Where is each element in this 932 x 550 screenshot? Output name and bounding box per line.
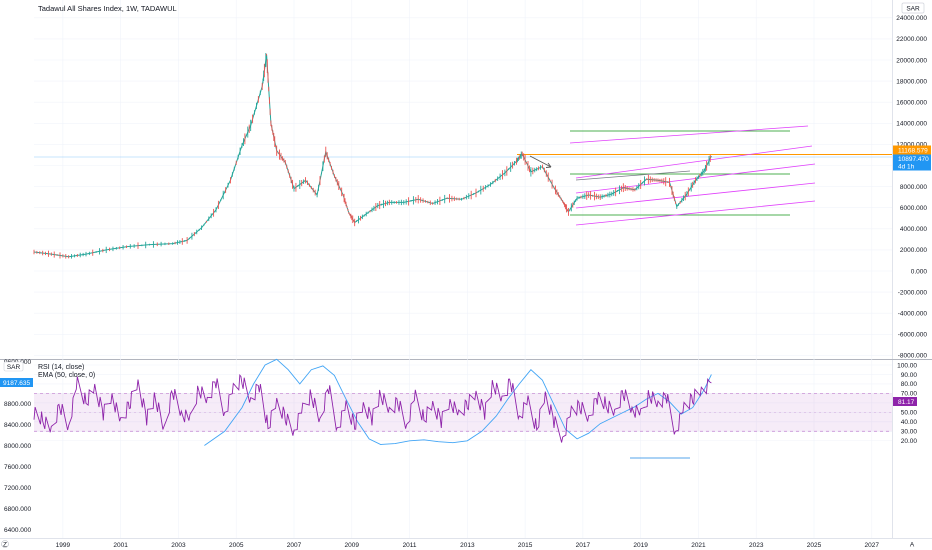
price-tick-label: 8000.000	[900, 184, 927, 191]
rsi-tick-label: 80.00	[901, 381, 918, 388]
time-tick-label: 2021	[691, 542, 706, 549]
timezone-icon[interactable]	[1, 540, 9, 548]
rsi-left-tag-value: 9187.635	[3, 380, 30, 387]
rsi-value-tag	[893, 397, 917, 406]
rsi-left-tick-label: 8400.000	[4, 422, 31, 429]
rsi-axis-left: 8800.000 8400.000 8000.000 7600.000 7200.000…	[4, 401, 31, 534]
rsi-tick-label: 70.00	[901, 391, 918, 398]
price-tick-label: 14000.000	[896, 121, 927, 128]
rsi-left-tick-label: 6400.000	[4, 527, 31, 534]
price-tick-label: 18000.000	[896, 78, 927, 85]
time-tick-label: 2001	[113, 542, 128, 549]
gray-trend-line[interactable]	[575, 170, 691, 181]
rsi-grid	[34, 364, 892, 442]
price-tick-label: 20000.000	[896, 57, 927, 64]
time-tick-label: 2015	[518, 542, 533, 549]
price-tick-label: -8000.000	[898, 353, 928, 360]
time-tick-label: 2011	[403, 542, 417, 549]
price-tick-label: -4000.000	[898, 311, 928, 318]
currency-badge-bottom[interactable]	[3, 361, 24, 372]
time-tick-label: 2017	[576, 542, 591, 549]
rsi-tick-label: 100.00	[897, 362, 917, 369]
channel-line-1[interactable]	[569, 125, 809, 144]
rsi-series[interactable]	[33, 373, 712, 443]
rsi-legend-line1[interactable]: RSI (14, close)	[38, 364, 84, 371]
time-tick-label: 2025	[807, 542, 822, 549]
rsi-left-tick-label: 7600.000	[4, 464, 31, 471]
rsi-left-tick-label: 8000.000	[4, 443, 31, 450]
channel-line-2[interactable]	[575, 145, 813, 179]
rsi-left-tick-label: 7200.000	[4, 485, 31, 492]
rsi-tick-label: 20.00	[901, 438, 918, 445]
rsi-tick-label: 30.00	[901, 429, 918, 436]
rsi-value: 81.17	[898, 399, 915, 406]
time-tick-label: 2019	[633, 542, 648, 549]
price-candles	[33, 53, 711, 259]
rsi-left-tick-label: 6800.000	[4, 506, 31, 513]
rsi-legend-line2[interactable]: EMA (50, close, 0)	[38, 372, 95, 379]
price-tick-label: 24000.000	[896, 15, 927, 22]
rsi-left-tick-label: 8800.000	[4, 401, 31, 408]
arrow-head-icon	[545, 162, 552, 168]
price-tick-label: 2000.000	[900, 247, 927, 254]
chart-title: Tadawul All Shares Index, 1W, TADAWUL	[38, 4, 177, 13]
time-tick-label: 2003	[171, 542, 186, 549]
channel-line-4[interactable]	[575, 182, 816, 209]
time-tick-label: 2009	[345, 542, 360, 549]
currency-badge-top[interactable]	[901, 2, 925, 14]
orange-level-tag	[893, 145, 931, 155]
price-tick-label: 22000.000	[896, 36, 927, 43]
price-tick-label: 12000.000	[896, 142, 927, 149]
price-tick-label: 0.000	[911, 268, 928, 275]
arrow-line[interactable]	[529, 155, 552, 168]
rsi-left-tag	[0, 378, 33, 387]
rsi-tick-label: 90.00	[901, 372, 918, 379]
rsi-tick-label: 40.00	[901, 419, 918, 426]
time-axis[interactable]: 1999 2001 2003 2005 2007 2009 2011 2013 2015 2017…	[56, 542, 880, 549]
rsi-tick-label: 50.00	[901, 410, 918, 417]
auto-scale-label[interactable]: A	[910, 542, 915, 549]
price-tick-label: -2000.000	[898, 289, 928, 296]
main-grid	[34, 0, 892, 538]
time-tick-label: 1999	[56, 542, 71, 549]
price-tick-label: 16000.000	[896, 100, 927, 107]
price-tick-label: -6000.000	[898, 332, 928, 339]
last-price-tag	[893, 154, 931, 171]
time-tick-label: 2013	[460, 542, 475, 549]
time-tick-label: 2007	[287, 542, 302, 549]
time-tick-label: 2027	[865, 542, 880, 549]
countdown-value: 4d 1h	[898, 164, 915, 171]
channel-line-5[interactable]	[575, 200, 816, 226]
footer-left-label: Z	[3, 542, 7, 549]
last-price-value: 10897.470	[898, 156, 929, 163]
time-tick-label: 2023	[749, 542, 764, 549]
price-tick-label: 4000.000	[900, 226, 927, 233]
orange-level-value: 11168.579	[898, 148, 928, 155]
price-tick-label: 6000.000	[900, 205, 927, 212]
currency-top: SAR	[906, 6, 920, 13]
currency-bottom: SAR	[7, 364, 21, 371]
time-tick-label: 2005	[229, 542, 244, 549]
